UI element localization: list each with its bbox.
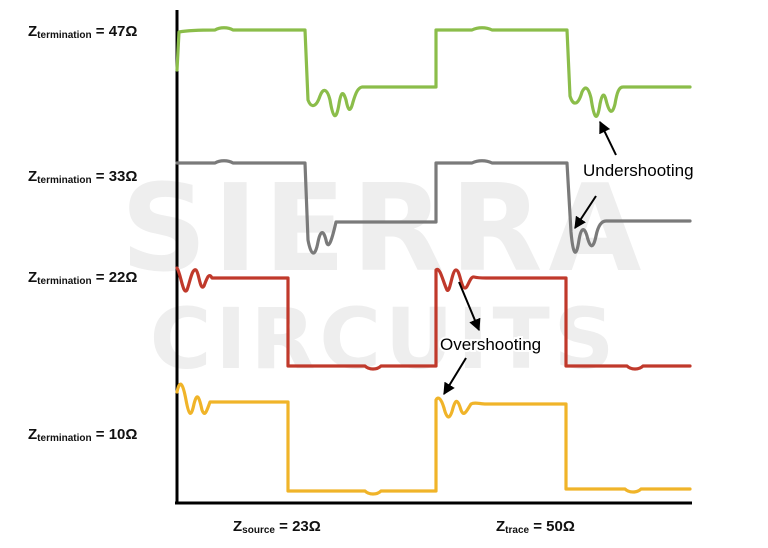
label-termination-22: Ztermination = 22Ω (28, 269, 137, 287)
watermark-line2: CIRCUITS (150, 290, 619, 388)
undershoot-label: Undershooting (583, 161, 694, 180)
label-termination-47: Ztermination = 47Ω (28, 23, 137, 41)
overshoot-arrow-upper (458, 281, 481, 332)
overshoot-label: Overshooting (440, 335, 541, 354)
signal-waveform-10 (175, 382, 692, 496)
label-trace-impedance: Ztrace = 50Ω (496, 518, 575, 536)
overshoot-arrow-lower (443, 357, 467, 396)
undershoot-arrow-lower (574, 195, 597, 230)
undershoot-arrow-upper (599, 120, 617, 156)
signal-waveform-47 (175, 26, 692, 118)
label-termination-10: Ztermination = 10Ω (28, 426, 137, 444)
label-termination-33: Ztermination = 33Ω (28, 168, 137, 186)
signal-waveform-22 (175, 266, 692, 371)
signal-waveform-33 (175, 159, 692, 255)
label-source-impedance: Zsource = 23Ω (233, 518, 321, 536)
